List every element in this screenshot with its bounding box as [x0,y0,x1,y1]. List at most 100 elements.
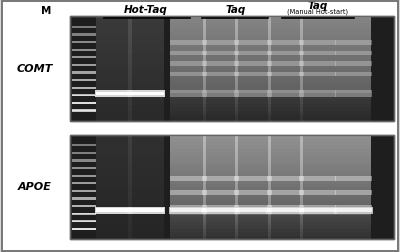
Bar [268,232,303,236]
Bar [268,145,303,149]
Bar [203,48,238,51]
Bar [128,48,164,53]
Bar [170,41,206,44]
Bar [336,184,371,187]
Bar [203,177,238,180]
Bar [336,222,371,226]
Bar [170,114,206,117]
Bar [170,93,206,97]
Bar [203,104,238,107]
Bar [128,100,164,105]
Bar [203,191,238,194]
Bar [268,198,303,201]
Bar [268,218,303,222]
Bar [300,58,336,62]
Bar [170,232,206,236]
Bar [202,61,239,66]
Bar [128,89,164,95]
Bar [300,23,336,27]
Bar [72,26,96,28]
Bar [170,62,206,65]
Bar [268,138,303,142]
Bar [268,149,303,152]
Bar [72,175,96,177]
Bar [96,27,132,32]
Bar [72,205,96,207]
Bar [268,48,303,51]
Bar [72,79,96,81]
Bar [235,37,271,41]
Bar [72,221,96,222]
Bar [128,22,164,27]
Bar [70,135,394,239]
Bar [234,176,272,181]
Bar [300,138,336,142]
Bar [170,176,207,181]
Bar [170,20,206,23]
Bar [203,135,238,138]
Bar [128,171,164,177]
Bar [203,211,238,215]
Bar [72,159,96,162]
Bar [235,55,271,58]
Bar [128,69,164,74]
Bar [336,138,371,142]
Bar [235,20,271,23]
Bar [300,187,336,191]
Bar [300,194,336,198]
Bar [170,229,206,232]
Bar [170,208,206,212]
Bar [235,97,271,100]
Bar [96,229,132,234]
Bar [268,194,303,198]
Text: COMT: COMT [17,64,53,74]
Bar [336,97,371,100]
Bar [268,184,303,187]
Bar [268,20,303,23]
Bar [96,161,132,166]
Bar [235,163,271,166]
Bar [300,86,336,89]
Bar [203,198,238,201]
Bar [300,48,336,51]
Bar [203,93,238,97]
Bar [170,152,206,156]
Bar [268,114,303,117]
Bar [235,62,271,65]
Bar [300,226,336,229]
Bar [96,224,132,229]
Bar [234,207,272,213]
Bar [300,65,336,69]
Bar [336,114,371,117]
Bar [336,62,371,65]
Bar [299,51,336,55]
Bar [268,166,303,170]
Bar [128,156,164,161]
Bar [72,102,96,104]
Bar [96,53,132,58]
Bar [170,205,206,208]
Bar [268,23,303,27]
Bar [170,173,206,177]
Bar [72,197,96,200]
Bar [170,187,206,191]
Bar [336,211,371,215]
Bar [268,72,303,76]
Bar [300,83,336,86]
Bar [268,187,303,191]
Bar [128,177,164,182]
Bar [336,205,371,208]
Bar [170,163,206,166]
Bar [336,104,371,107]
Bar [170,142,206,145]
Bar [267,51,304,55]
Bar [336,201,371,205]
Bar [268,173,303,177]
Bar [72,56,96,58]
Bar [170,191,206,194]
Bar [300,37,336,41]
Bar [128,150,164,156]
Bar [336,208,371,211]
Bar [170,76,206,79]
Bar [336,156,371,159]
